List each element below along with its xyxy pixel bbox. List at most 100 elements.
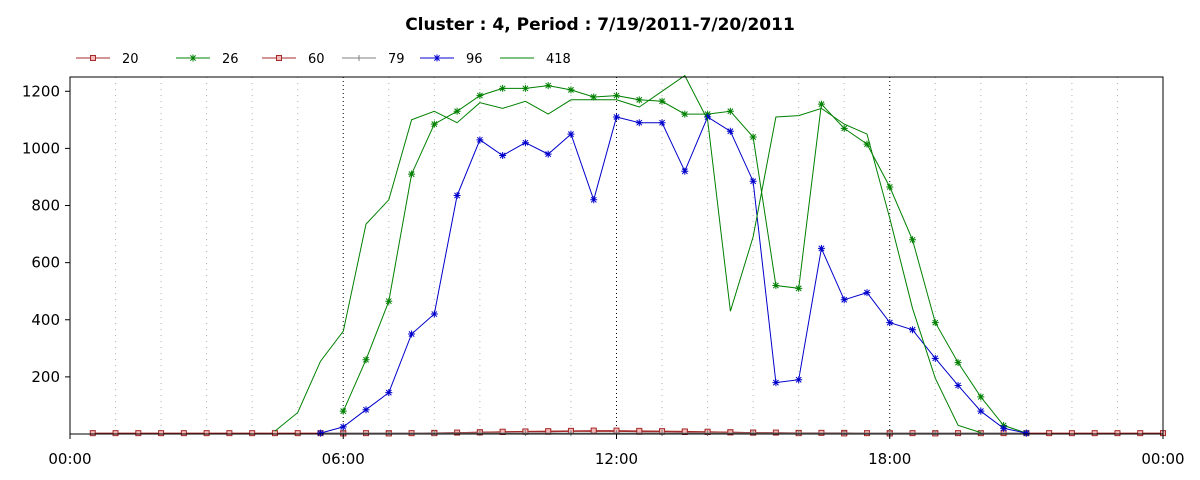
legend: 20 26 60 79 96 418 <box>76 52 571 67</box>
legend-label: 418 <box>546 52 571 67</box>
data-point <box>408 170 416 178</box>
data-point <box>89 430 96 437</box>
y-tick-label: 1000 <box>22 139 60 157</box>
data-point <box>886 183 894 191</box>
data-point <box>1091 430 1098 437</box>
data-point <box>772 379 780 387</box>
y-tick-label: 400 <box>31 311 60 329</box>
data-point <box>430 310 438 318</box>
data-point <box>362 406 370 414</box>
legend-item: 20 <box>76 52 139 67</box>
data-point <box>1022 429 1030 437</box>
data-point <box>408 330 416 338</box>
data-point <box>772 281 780 289</box>
data-point <box>189 54 197 62</box>
data-point <box>1137 430 1144 437</box>
x-axis: 00:00 06:00 12:00 18:00 00:00 <box>48 434 1185 468</box>
data-point <box>476 430 483 437</box>
data-point <box>726 107 734 115</box>
data-point <box>726 127 734 135</box>
data-point <box>704 113 712 121</box>
data-point <box>863 140 871 148</box>
data-point <box>203 430 210 437</box>
legend-item: 60 <box>262 52 325 67</box>
data-point <box>112 430 119 437</box>
data-point <box>909 236 917 244</box>
data-point <box>158 430 165 437</box>
data-point <box>271 430 278 437</box>
data-point <box>433 54 441 62</box>
data-point <box>635 119 643 127</box>
legend-label: 96 <box>466 52 483 67</box>
data-point <box>977 407 985 415</box>
data-point <box>544 150 552 158</box>
data-point <box>931 354 939 362</box>
data-point <box>356 55 362 61</box>
legend-label: 60 <box>308 52 325 67</box>
data-point <box>590 427 597 434</box>
data-point <box>681 167 689 175</box>
data-point <box>704 430 711 437</box>
data-point <box>613 92 620 100</box>
data-point <box>817 244 825 252</box>
data-point <box>567 430 574 437</box>
y-axis: 200 400 600 800 1000 1200 <box>22 82 70 386</box>
legend-item: 418 <box>500 52 571 67</box>
data-point <box>795 284 803 292</box>
data-point <box>453 107 461 115</box>
data-point <box>841 430 848 437</box>
data-point <box>499 84 507 92</box>
data-point <box>385 297 393 305</box>
legend-label: 26 <box>222 52 239 67</box>
legend-label: 20 <box>122 52 139 67</box>
data-point <box>476 92 484 100</box>
data-point <box>932 430 939 437</box>
data-point <box>590 93 598 101</box>
y-tick-label: 600 <box>31 254 60 272</box>
data-point <box>180 430 187 437</box>
data-point <box>658 97 666 105</box>
data-point <box>977 430 984 437</box>
data-point <box>840 124 848 132</box>
data-point <box>590 196 598 204</box>
data-point <box>659 430 666 437</box>
data-point <box>863 289 871 297</box>
legend-label: 79 <box>388 52 405 67</box>
data-point <box>954 359 962 367</box>
data-point <box>316 429 324 437</box>
data-point <box>249 430 256 437</box>
x-tick-label: 12:00 <box>595 450 638 468</box>
data-point <box>430 120 438 128</box>
data-point <box>727 429 734 436</box>
data-point <box>795 430 802 437</box>
chart-title: Cluster : 4, Period : 7/19/2011-7/20/201… <box>405 15 795 35</box>
data-point <box>977 393 985 401</box>
x-tick-label: 00:00 <box>48 450 91 468</box>
data-point <box>795 376 803 384</box>
data-point <box>1046 430 1053 437</box>
y-tick-label: 800 <box>31 197 60 215</box>
data-point <box>1114 430 1121 437</box>
data-point <box>749 133 757 141</box>
series-418 <box>274 74 981 434</box>
data-point <box>294 430 301 437</box>
data-point <box>1000 424 1008 432</box>
data-point <box>431 430 438 437</box>
data-point <box>521 139 529 147</box>
data-point <box>276 55 282 61</box>
legend-item: 26 <box>176 52 239 67</box>
data-point <box>135 430 142 437</box>
data-point <box>749 177 757 185</box>
data-point <box>635 96 643 104</box>
data-point <box>226 430 233 437</box>
data-point <box>681 110 689 118</box>
data-point <box>499 152 507 160</box>
data-point <box>567 130 575 138</box>
data-point <box>931 319 939 327</box>
data-point <box>817 100 825 108</box>
x-tick-label: 00:00 <box>1141 450 1184 468</box>
series-layer <box>89 74 1166 437</box>
y-tick-label: 200 <box>31 368 60 386</box>
series-line <box>320 116 1027 434</box>
